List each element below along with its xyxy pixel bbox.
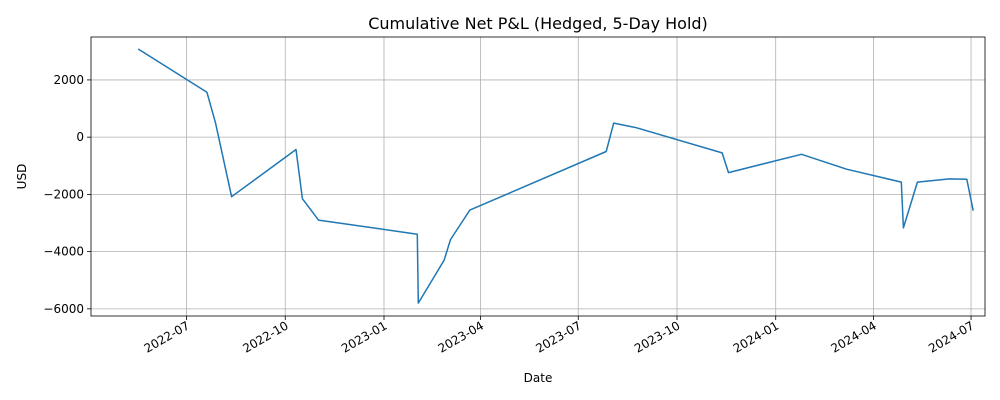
- y-tick-label: 0: [76, 130, 84, 144]
- series-lines: [137, 48, 974, 304]
- y-tick-label: 2000: [53, 73, 84, 87]
- y-tick-label: −4000: [43, 245, 84, 259]
- plot-frame: [90, 36, 986, 317]
- y-tick-label: −2000: [43, 187, 84, 201]
- chart-title: Cumulative Net P&L (Hedged, 5-Day Hold): [368, 14, 708, 33]
- y-tick-label: −6000: [43, 302, 84, 316]
- gridlines: [91, 37, 985, 316]
- y-axis-label: USD: [15, 164, 29, 190]
- y-axis: −6000 −4000 −2000 0 2000: [43, 73, 91, 316]
- x-axis-label: Date: [524, 371, 553, 385]
- series-line: [137, 48, 974, 304]
